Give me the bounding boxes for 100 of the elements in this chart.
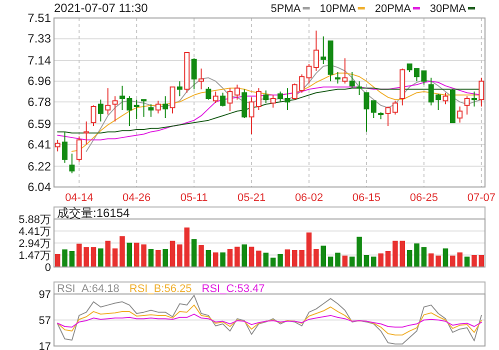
candlestick xyxy=(191,58,197,90)
candlestick xyxy=(176,80,182,97)
candlestick xyxy=(212,91,218,104)
candlestick xyxy=(170,86,176,114)
chart-title: 成交量:16154 xyxy=(57,206,130,220)
bar xyxy=(242,244,247,268)
bar xyxy=(141,244,146,268)
bar xyxy=(335,252,340,268)
bar xyxy=(206,250,212,268)
bar xyxy=(248,246,254,268)
candlestick xyxy=(478,77,484,108)
chart-title: 2021-07-07 11:30 xyxy=(54,1,148,15)
bar xyxy=(177,244,182,268)
candlestick xyxy=(62,131,68,164)
candlestick xyxy=(84,120,90,145)
candlestick xyxy=(141,99,147,118)
series-label: RSI_B:56.25 xyxy=(129,283,192,295)
x-tick-label: 05-21 xyxy=(237,192,266,204)
bar xyxy=(306,232,312,268)
x-tick-label: 04-26 xyxy=(122,192,151,204)
candlestick xyxy=(364,92,370,132)
y-tick-label: 57 xyxy=(38,315,51,327)
bar xyxy=(256,250,262,268)
bar xyxy=(442,248,448,268)
candlestick xyxy=(472,91,477,108)
legend-label: 5PMA xyxy=(270,3,302,15)
bar xyxy=(278,254,283,268)
bar xyxy=(371,256,376,268)
bar xyxy=(392,240,398,268)
y-tick-label: 0 xyxy=(44,262,51,274)
y-tick-label: 6.22 xyxy=(28,159,52,174)
legend-label: 30PMA xyxy=(430,3,467,15)
candlestick xyxy=(356,80,362,96)
bar xyxy=(234,246,240,268)
bar xyxy=(220,252,226,268)
candlestick xyxy=(306,63,312,84)
x-tick-label: 06-25 xyxy=(410,192,438,204)
x-tick-label: 04-14 xyxy=(65,192,94,204)
candlestick xyxy=(263,90,269,104)
bar xyxy=(54,254,60,268)
candlestick xyxy=(98,99,104,122)
candlestick xyxy=(370,100,376,119)
candlestick xyxy=(198,68,204,90)
candlestick xyxy=(335,72,340,84)
bar xyxy=(120,236,125,268)
bar xyxy=(105,240,110,268)
x-tick-label: 07-07 xyxy=(467,192,496,204)
candlestick xyxy=(270,94,276,108)
x-tick-label: 05-11 xyxy=(180,192,208,204)
bar xyxy=(414,243,420,268)
candlestick xyxy=(227,88,233,112)
bar xyxy=(62,249,68,268)
candlestick xyxy=(134,99,140,120)
candlestick xyxy=(76,136,82,162)
series-label: RSI_C:53.47 xyxy=(202,283,265,295)
candlestick xyxy=(69,153,75,174)
candlestick xyxy=(162,96,168,119)
candlestick xyxy=(313,30,319,72)
y-tick-label: 7.51 xyxy=(28,11,52,25)
y-tick-label: 17 xyxy=(38,341,51,350)
bar xyxy=(184,228,190,268)
x-tick-label: 06-02 xyxy=(294,192,324,204)
bar xyxy=(112,248,118,268)
bar xyxy=(284,249,290,268)
candlestick xyxy=(464,96,470,116)
candlestick xyxy=(148,104,154,118)
bar xyxy=(69,251,75,268)
candlestick xyxy=(112,96,118,122)
candlestick xyxy=(90,104,96,127)
candlestick xyxy=(349,72,355,89)
y-tick-label: 7.14 xyxy=(28,54,52,68)
legend-label: 10PMA xyxy=(320,3,356,15)
y-tick-label: 6.96 xyxy=(28,74,52,88)
bar xyxy=(156,250,161,268)
line-series xyxy=(57,304,482,336)
candlestick xyxy=(457,106,463,124)
bar xyxy=(356,236,362,268)
candlestick xyxy=(54,139,60,152)
bar xyxy=(213,252,218,268)
candlestick xyxy=(220,92,226,108)
candlestick xyxy=(320,36,326,64)
candlestick xyxy=(105,88,111,116)
series-label: RSI_A:64.18 xyxy=(57,283,120,295)
y-tick-label: 2.94万 xyxy=(18,238,51,250)
y-tick-label: 97 xyxy=(38,289,51,301)
bar xyxy=(385,251,391,268)
bar xyxy=(134,242,140,268)
y-tick-label: 6.41 xyxy=(28,137,52,152)
y-tick-label: 6.78 xyxy=(28,94,52,109)
y-tick-label: 6.59 xyxy=(28,116,52,131)
candlestick xyxy=(342,58,348,84)
bar xyxy=(162,249,168,268)
bar xyxy=(406,250,412,268)
bar xyxy=(400,240,406,268)
bar xyxy=(198,245,204,268)
bar xyxy=(90,247,96,268)
candlestick xyxy=(442,92,448,105)
bar xyxy=(472,255,477,268)
bar xyxy=(342,256,348,268)
candlestick xyxy=(155,100,161,114)
